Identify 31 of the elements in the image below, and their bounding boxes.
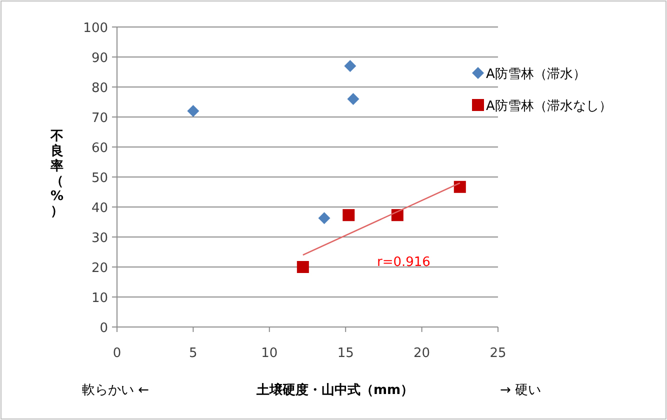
legend-label: A防雪林（滞水）: [486, 67, 586, 82]
y-tick-label: 80: [91, 81, 108, 96]
point: [296, 261, 309, 273]
x-tick-label: 25: [490, 346, 506, 361]
y-tick-label: 50: [91, 171, 108, 186]
x-tick-label: 15: [337, 346, 354, 361]
text: → 硬い: [500, 383, 542, 398]
y-tick-label: 70: [91, 111, 108, 126]
point: [344, 60, 356, 72]
x-axis-title: 土壌硬度・山中式（mm）: [255, 382, 414, 398]
y-tick-label: 20: [91, 261, 108, 276]
y-tick-label: 30: [91, 231, 108, 246]
point: [187, 105, 200, 117]
y-axis-title: 不良率（%）: [50, 129, 64, 219]
text: 軟らかい ←: [82, 383, 150, 398]
y-tick-label: 90: [91, 51, 108, 66]
legend-label: A防雪林（滞水なし）: [486, 99, 612, 114]
x-tick-label: 10: [261, 346, 278, 361]
y-tick-label: 0: [100, 321, 108, 336]
point: [347, 93, 360, 105]
x-tick-label: 0: [112, 346, 122, 361]
x-tick-label: 20: [414, 346, 430, 361]
point: [318, 212, 330, 224]
y-tick-label: 40: [91, 201, 108, 216]
point: [454, 180, 466, 193]
y-tick-label: 100: [83, 21, 108, 36]
annotation: r=0.916: [377, 255, 430, 270]
y-tick-label: 60: [91, 141, 108, 156]
x-tick-label: 5: [189, 346, 198, 361]
point: [342, 209, 355, 222]
y-tick-label: 10: [91, 291, 108, 306]
